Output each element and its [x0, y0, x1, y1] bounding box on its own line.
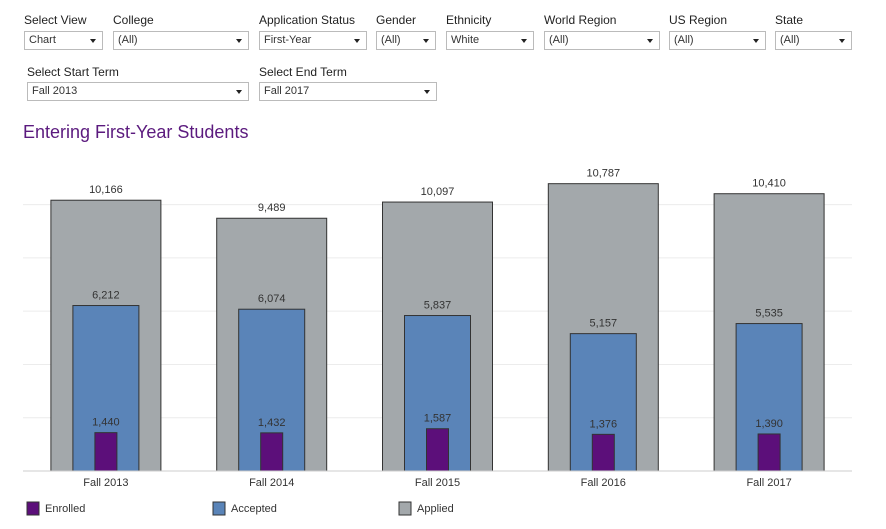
- legend-label: Accepted: [231, 503, 277, 515]
- x-tick-label: Fall 2017: [746, 477, 791, 489]
- legend-label: Applied: [417, 503, 454, 515]
- dropdown-arrow: [354, 39, 360, 43]
- x-tick-label: Fall 2016: [581, 477, 626, 489]
- value-label: 6,212: [92, 289, 120, 301]
- bar: [757, 433, 781, 472]
- value-label: 1,390: [755, 418, 783, 430]
- filter-label: State: [775, 13, 804, 27]
- dropdown-arrow: [236, 39, 242, 43]
- value-label: 9,489: [258, 202, 286, 214]
- filter-dropdown[interactable]: Fall 2013: [27, 82, 249, 101]
- value-label: 6,074: [258, 293, 286, 305]
- filter-label: College: [113, 13, 154, 27]
- chart-title: Entering First-Year Students: [23, 122, 248, 142]
- x-tick-label: Fall 2014: [249, 477, 294, 489]
- filter-value: (All): [674, 34, 694, 46]
- value-label: 5,837: [424, 299, 452, 311]
- filter-dropdown[interactable]: Chart: [24, 31, 103, 50]
- filter-value: (All): [549, 34, 569, 46]
- value-label: 1,376: [590, 418, 618, 430]
- bar: [94, 432, 118, 472]
- x-tick-label: Fall 2013: [83, 477, 128, 489]
- value-label: 5,157: [590, 318, 618, 330]
- filter-label: Select View: [24, 13, 87, 27]
- filter-label: US Region: [669, 13, 728, 27]
- dropdown-arrow: [424, 90, 430, 94]
- filter-value: (All): [381, 34, 401, 46]
- value-label: 10,166: [89, 184, 123, 196]
- filter-dropdown[interactable]: Fall 2017: [259, 82, 437, 101]
- dropdown-arrow: [521, 39, 527, 43]
- value-label: 10,097: [421, 186, 455, 198]
- filter-value: (All): [118, 34, 138, 46]
- bar: [591, 433, 615, 472]
- filter-label: Gender: [376, 13, 417, 27]
- bar: [260, 432, 284, 472]
- value-label: 10,410: [752, 178, 786, 190]
- dropdown-arrow: [90, 39, 96, 43]
- filter-label: Ethnicity: [446, 13, 492, 27]
- filter-value: (All): [780, 34, 800, 46]
- filter-value: Chart: [29, 34, 56, 46]
- legend-label: Enrolled: [45, 503, 85, 515]
- dropdown-arrow: [423, 39, 429, 43]
- filter-dropdown[interactable]: (All): [113, 31, 249, 50]
- filter-dropdown[interactable]: (All): [376, 31, 436, 50]
- filter-value: White: [451, 34, 480, 46]
- value-label: 1,587: [424, 413, 452, 425]
- legend-swatch: [398, 501, 412, 516]
- dropdown-arrow: [839, 39, 845, 43]
- filter-dropdown[interactable]: (All): [775, 31, 852, 50]
- filter-label: Select End Term: [259, 65, 347, 79]
- bar: [426, 428, 449, 472]
- filter-dropdown[interactable]: (All): [669, 31, 766, 50]
- x-tick-label: Fall 2015: [415, 477, 460, 489]
- legend-swatch: [26, 501, 40, 516]
- dropdown-arrow: [753, 39, 759, 43]
- filter-label: Select Start Term: [27, 65, 119, 79]
- filter-label: Application Status: [259, 13, 356, 27]
- filter-dropdown[interactable]: White: [446, 31, 534, 50]
- filter-label: World Region: [544, 13, 617, 27]
- value-label: 10,787: [586, 168, 620, 180]
- filter-value: First-Year: [264, 34, 312, 46]
- dropdown-arrow: [236, 90, 242, 94]
- value-label: 5,535: [755, 307, 783, 319]
- dropdown-arrow: [647, 39, 653, 43]
- filter-value: Fall 2013: [32, 85, 78, 97]
- legend-swatch: [212, 501, 226, 516]
- filter-value: Fall 2017: [264, 85, 310, 97]
- filter-dropdown[interactable]: First-Year: [259, 31, 367, 50]
- value-label: 1,432: [258, 417, 286, 429]
- filter-dropdown[interactable]: (All): [544, 31, 660, 50]
- value-label: 1,440: [92, 417, 120, 429]
